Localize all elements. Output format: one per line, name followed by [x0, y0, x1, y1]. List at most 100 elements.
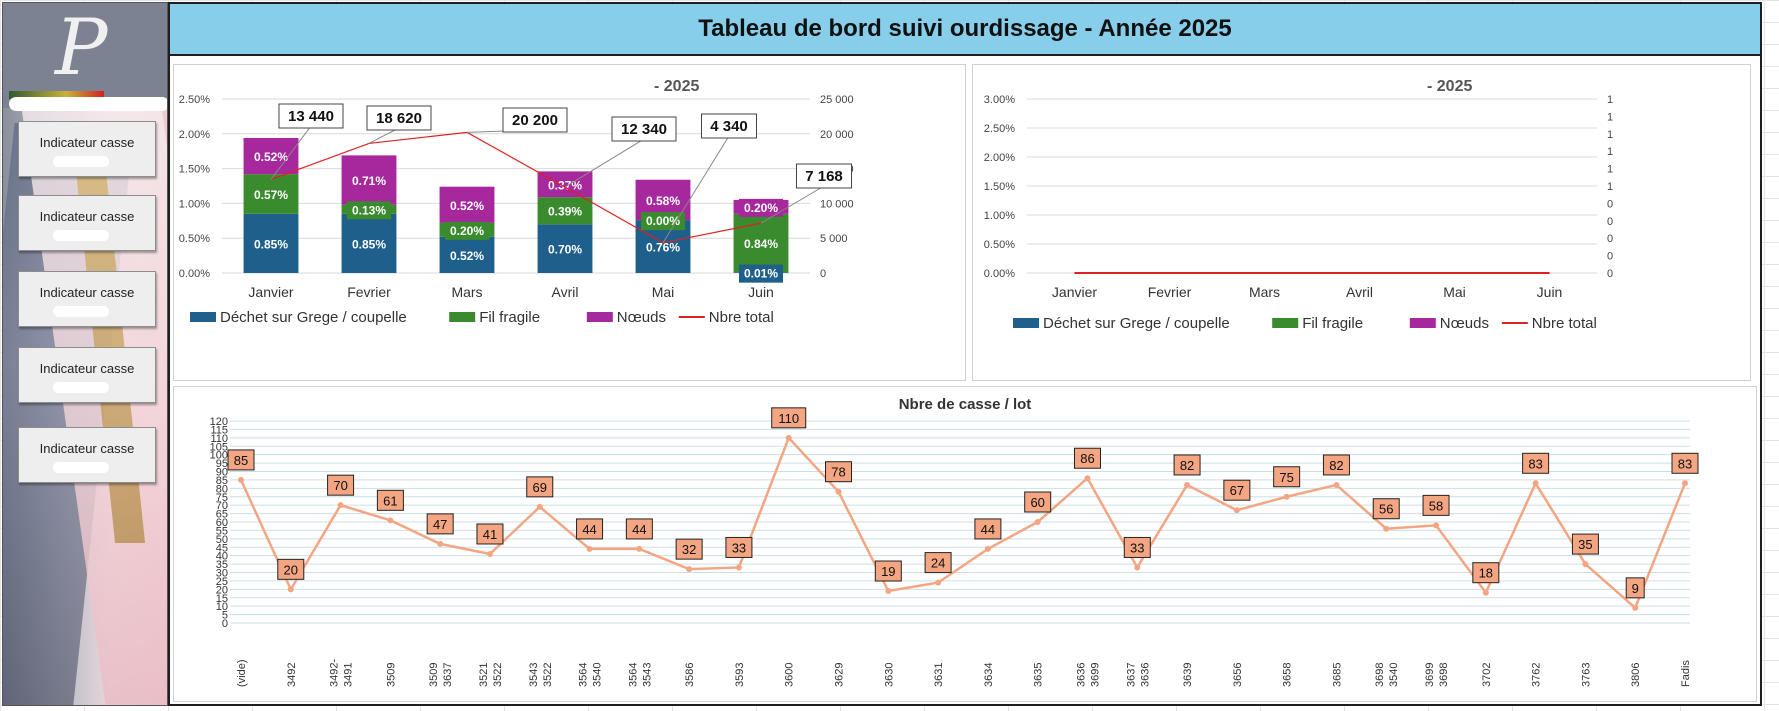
y-tick-label: 0 — [222, 618, 228, 630]
y-tick-label: 100 — [210, 450, 228, 462]
lot-point — [437, 540, 444, 547]
leader-line — [760, 185, 825, 224]
y-tick-label: 10 — [216, 601, 228, 613]
y2-tick-label: 1 — [1607, 94, 1613, 106]
line-label: 20 200 — [512, 112, 558, 129]
indicator-button-4[interactable]: Indicateur casse — [18, 347, 156, 403]
y2-tick-label: 5 000 — [820, 233, 848, 245]
data-label-bg — [825, 461, 853, 483]
y-tick-label: 2.00% — [179, 129, 210, 141]
y-tick-label: 0.50% — [179, 233, 210, 245]
indicator-button-2[interactable]: Indicateur casse — [18, 195, 156, 251]
x-tick-label: 3509 — [385, 663, 397, 687]
data-label: 61 — [383, 493, 397, 508]
line-label: 13 440 — [288, 108, 334, 125]
x-tick-label: 3522 — [542, 663, 554, 687]
chart-panel-right[interactable]: 0.00% 0.50% 1.00% 1.50% 2.00% 2.50% 3.00% 0 0 0 0 0… — [972, 64, 1751, 381]
x-tick-label: Avril — [1346, 284, 1373, 300]
y-tick-label: 55 — [216, 525, 228, 537]
data-label-bg — [1472, 562, 1500, 584]
data-label: 85 — [234, 453, 248, 468]
line-label-box — [796, 163, 852, 189]
y-tick-label: 20 — [216, 584, 228, 596]
label-mask — [53, 156, 109, 167]
indicator-button-3[interactable]: Indicateur casse — [18, 271, 156, 327]
data-label-bg — [249, 148, 293, 167]
chart-panel-left[interactable]: 0.00% 0.50% 1.00% 1.50% 2.00% 2.50% 0 5 000 10 0… — [173, 64, 966, 381]
y2-tick-label: 1 — [1607, 111, 1613, 123]
lot-point — [1482, 589, 1489, 596]
legend-swatch — [1272, 318, 1299, 328]
data-label: 32 — [682, 542, 696, 557]
data-label: 0.00% — [646, 214, 680, 228]
data-label: 47 — [433, 517, 447, 532]
y-tick-label: 2.50% — [984, 123, 1015, 135]
x-tick-label: 3634 — [983, 663, 995, 687]
x-tick-label: 3509 — [428, 663, 440, 687]
data-label-bg — [874, 560, 902, 582]
y2-tick-label: 1 — [1607, 164, 1613, 176]
lot-point — [885, 588, 892, 595]
chart-panel-bottom[interactable]: Nbre de casse / lot 0 5 10 15 20 25 30 35 40 45 50 5… — [173, 386, 1757, 702]
data-label: 82 — [1180, 458, 1194, 473]
data-label-bg — [1273, 466, 1301, 488]
x-tick-label: 3491 — [343, 663, 355, 687]
x-tick-label: 3564 — [578, 663, 590, 687]
data-label-bg — [771, 407, 807, 429]
indicator-button-label: Indicateur casse — [39, 135, 135, 150]
data-label-bg — [1671, 452, 1699, 474]
y2-tick-label: 25 000 — [820, 94, 854, 106]
chart-title: - 2025 — [1427, 78, 1472, 95]
label-mask — [53, 306, 109, 317]
y-tick-label: 2.00% — [984, 152, 1015, 164]
data-label: 9 — [1632, 581, 1639, 596]
line-label-box — [701, 113, 757, 139]
x-tick-label: 3521 — [478, 663, 490, 687]
data-label: 0.57% — [254, 188, 288, 202]
lot-point — [536, 503, 543, 510]
y-tick-label: 0.50% — [984, 239, 1015, 251]
lot-point — [636, 545, 643, 552]
data-label: 0.01% — [744, 267, 778, 281]
indicator-button-1[interactable]: Indicateur casse — [18, 121, 156, 177]
x-tick-label: Mars — [1249, 284, 1280, 300]
y2-tick-label: 0 — [1607, 216, 1613, 228]
data-label: 0.71% — [352, 174, 386, 188]
lot-point — [238, 476, 244, 483]
y-tick-label: 90 — [216, 467, 228, 479]
lot-point — [1233, 507, 1240, 514]
x-tick-label: 3637 — [1125, 663, 1137, 687]
data-label: 0.58% — [646, 194, 680, 208]
monthly-stacked-chart: 0.00% 0.50% 1.00% 1.50% 2.00% 2.50% 0 5 000 10 0… — [179, 78, 854, 326]
data-label: 0.13% — [352, 203, 386, 217]
x-tick-label: Janvier — [248, 284, 293, 300]
x-tick-label: 3630 — [883, 663, 895, 687]
x-tick-label: 3540 — [1388, 663, 1400, 687]
data-label: 44 — [981, 522, 995, 537]
x-tick-label: Janvier — [1052, 284, 1097, 300]
chart-title: Nbre de casse / lot — [899, 396, 1032, 413]
data-label-bg — [924, 552, 952, 574]
data-label-bg — [739, 235, 783, 254]
lot-point — [1034, 519, 1041, 525]
lot-point — [735, 564, 742, 571]
legend-label: Nbre total — [1532, 315, 1597, 332]
line-label: 18 620 — [376, 110, 422, 127]
lot-point — [586, 545, 593, 552]
x-tick-label: 3543 — [641, 663, 653, 687]
x-tick-label: 3586 — [684, 663, 696, 687]
dashboard-title: Tableau de bord suivi ourdissage - Année… — [168, 2, 1762, 56]
data-label-bg — [641, 191, 685, 210]
x-tick-label: 3635 — [1033, 663, 1045, 687]
data-label: 60 — [1030, 495, 1044, 510]
lot-point — [387, 517, 394, 524]
y-tick-label: 25 — [216, 576, 228, 588]
data-label: 69 — [533, 480, 547, 495]
x-tick-label: 3762 — [1531, 663, 1543, 687]
indicator-button-5[interactable]: Indicateur casse — [18, 427, 156, 483]
data-label-bg — [249, 186, 293, 205]
y2-tick-label: 10 000 — [820, 198, 854, 210]
label-mask — [53, 462, 109, 473]
y-tick-label: 95 — [216, 458, 228, 470]
y-tick-label: 1.00% — [984, 210, 1015, 222]
